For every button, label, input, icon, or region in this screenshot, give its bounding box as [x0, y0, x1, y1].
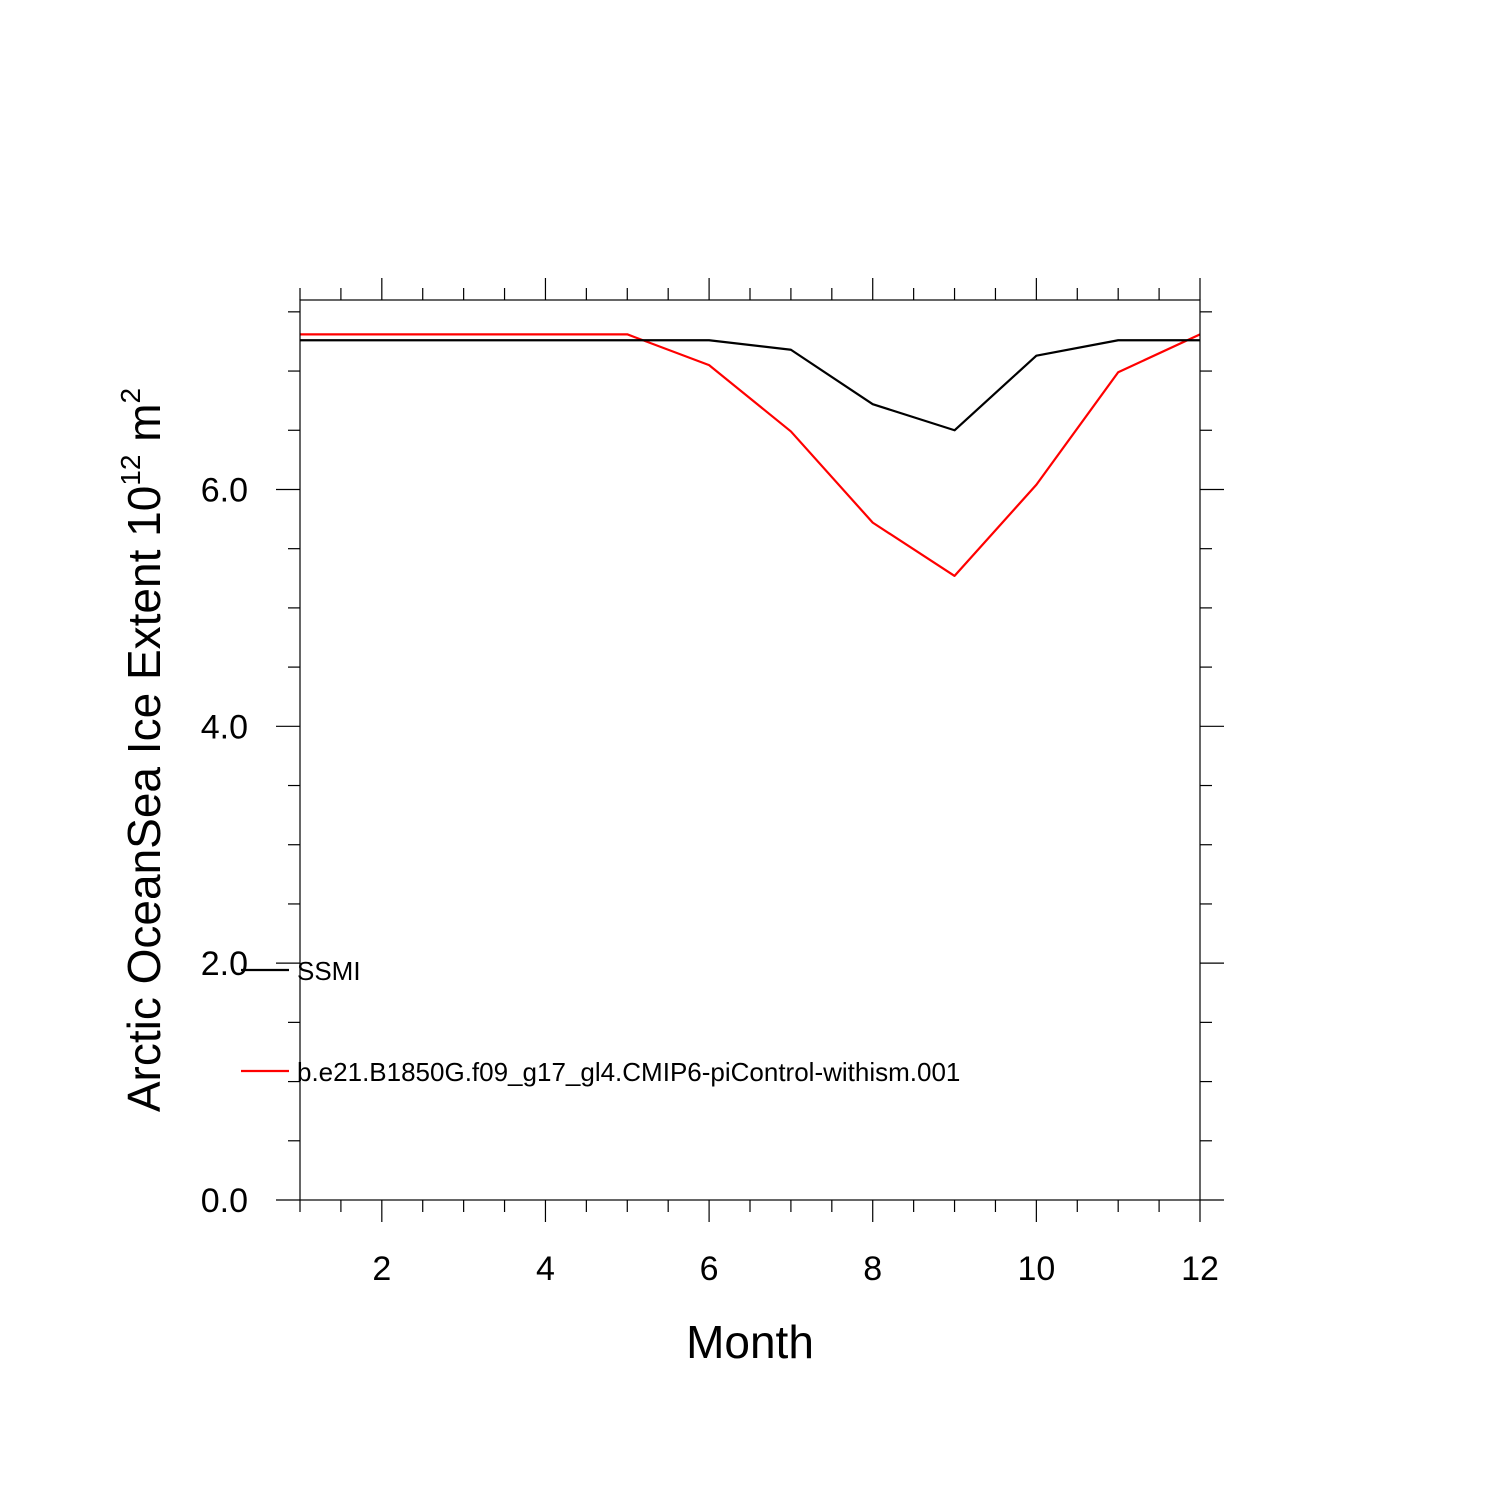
y-tick-label: 6.0	[201, 471, 248, 509]
plot-frame	[299, 299, 1201, 1201]
legend: SSMI b.e21.B1850G.f09_g17_gl4.CMIP6-piCo…	[241, 956, 960, 1087]
axis-tick-labels: 2 4 6 8 10 12 0.0 2.0 4.0 6.0	[201, 471, 1219, 1288]
legend-label-model: b.e21.B1850G.f09_g17_gl4.CMIP6-piControl…	[297, 1057, 960, 1087]
y-axis-title: Arctic OceanSea Ice Extent 1012 m2	[115, 388, 170, 1112]
x-tick-label: 8	[863, 1250, 882, 1288]
y-axis-title-unit-exponent: 2	[115, 388, 146, 404]
x-tick-label: 4	[536, 1250, 555, 1288]
y-axis-title-exponent: 12	[115, 455, 146, 486]
y-axis-title-unit: m	[118, 403, 170, 454]
x-tick-label: 12	[1181, 1250, 1219, 1288]
x-tick-label: 6	[700, 1250, 719, 1288]
series-lines	[300, 333, 1201, 578]
y-tick-label: 0.0	[201, 1182, 248, 1220]
y-tick-label: 2.0	[201, 945, 248, 983]
x-tick-label: 2	[372, 1250, 391, 1288]
x-tick-label: 10	[1017, 1250, 1055, 1288]
axis-ticks	[276, 278, 1224, 1222]
y-axis-title-main: Arctic OceanSea Ice Extent 10	[118, 486, 170, 1112]
series-line-ssmi	[300, 339, 1200, 432]
series-line-model	[300, 333, 1201, 578]
legend-label-ssmi: SSMI	[297, 956, 361, 986]
y-tick-label: 4.0	[201, 708, 248, 746]
x-axis-title: Month	[686, 1316, 814, 1368]
